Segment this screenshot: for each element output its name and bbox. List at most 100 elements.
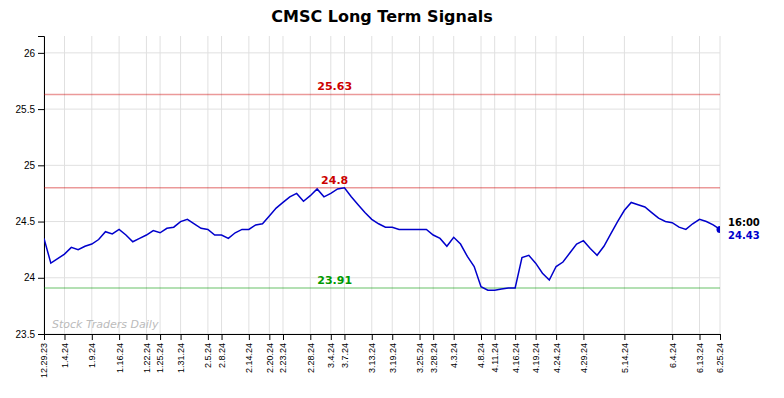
x-tick: 4.24.24 — [552, 334, 562, 373]
tick-label: 2.23.24 — [278, 343, 288, 373]
x-tick: 4.29.24 — [579, 334, 589, 373]
tick-label: 1.4.24 — [60, 343, 70, 368]
tick-label: 3.19.24 — [388, 343, 398, 373]
grid-line-x — [160, 36, 161, 334]
tick-label: 4.11.24 — [490, 343, 500, 372]
tick-label: 4.29.24 — [579, 343, 589, 373]
x-tick: 3.25.24 — [415, 334, 425, 373]
grid-line-y — [44, 165, 720, 166]
tick-mark — [181, 334, 182, 340]
tick-label: 2.5.24 — [203, 343, 213, 368]
tick-label: 12.29.23 — [39, 343, 49, 378]
x-tick: 3.19.24 — [388, 334, 398, 373]
grid-line-x — [699, 36, 700, 334]
x-tick: 4.11.24 — [490, 334, 500, 372]
grid-line-y — [44, 277, 720, 278]
tick-mark — [481, 334, 482, 340]
tick-label: 6.4.24 — [668, 343, 678, 368]
tick-mark — [92, 334, 93, 340]
grid-line-x — [535, 36, 536, 334]
tick-label: 4.19.24 — [531, 343, 541, 373]
y-tick: 24 — [24, 272, 44, 283]
tick-mark — [331, 334, 332, 340]
tick-label: 4.3.24 — [449, 343, 459, 368]
end-label: 16:00 — [728, 217, 760, 228]
x-tick: 4.8.24 — [476, 334, 486, 368]
reference-line — [44, 287, 720, 289]
x-tick: 2.23.24 — [278, 334, 288, 373]
grid-line-x — [119, 36, 120, 334]
tick-label: 5.14.24 — [620, 343, 630, 373]
x-tick: 1.16.24 — [114, 334, 124, 373]
grid-line-x — [453, 36, 454, 334]
tick-mark — [160, 334, 161, 340]
x-tick: 3.7.24 — [340, 334, 350, 368]
tick-mark — [556, 334, 557, 340]
tick-label: 3.7.24 — [340, 343, 350, 368]
grid-line-x — [180, 36, 181, 334]
tick-label: 2.28.24 — [306, 343, 316, 373]
x-tick: 2.8.24 — [217, 334, 227, 368]
x-tick: 3.13.24 — [367, 334, 377, 373]
grid-line-x — [392, 36, 393, 334]
y-axis: 23.52424.52525.526 — [16, 37, 45, 340]
tick-label: 6.13.24 — [695, 343, 705, 373]
x-tick: 5.14.24 — [620, 334, 630, 373]
y-tick: 25 — [24, 160, 44, 171]
grid-line-y — [44, 109, 720, 110]
x-tick: 6.4.24 — [668, 334, 678, 368]
axis-line — [45, 335, 721, 341]
tick-mark — [420, 334, 421, 340]
x-tick: 1.22.24 — [142, 334, 152, 373]
grid-line-x — [419, 36, 420, 334]
x-tick: 6.25.24 — [715, 334, 725, 373]
tick-mark — [720, 334, 721, 340]
tick-label: 3.25.24 — [415, 343, 425, 373]
tick-mark — [146, 334, 147, 340]
grid-line-x — [146, 36, 147, 334]
y-tick: 24.5 — [16, 216, 44, 227]
grid-line-x — [221, 36, 222, 334]
tick-mark — [119, 334, 120, 340]
marks — [44, 94, 720, 290]
x-tick: 1.25.24 — [155, 334, 165, 373]
tick-label: 26 — [24, 48, 36, 59]
reference-label: 25.63 — [317, 80, 352, 93]
tick-mark — [344, 334, 345, 340]
tick-mark — [38, 53, 44, 54]
x-axis: 12.29.23 1.4.24 1.9.24 1.16.24 1.22.241.25.2… — [39, 334, 725, 378]
tick-label: 1.16.24 — [114, 343, 124, 373]
tick-mark — [38, 334, 44, 335]
tick-label: 2.8.24 — [217, 343, 227, 368]
annotations: 25.6324.823.9116:0024.43Stock Traders Da… — [52, 80, 760, 331]
tick-label: 2.14.24 — [244, 343, 254, 373]
plot: 23.52424.52525.52612.29.231.4.241.9.241.… — [16, 36, 760, 378]
grid-line-x — [481, 36, 482, 334]
grid-line-x — [433, 36, 434, 334]
tick-mark — [454, 334, 455, 340]
x-tick: 6.13.24 — [695, 334, 705, 373]
tick-mark — [38, 109, 44, 110]
tick-mark — [624, 334, 625, 340]
x-tick: 2.5.24 — [203, 334, 213, 368]
grid-line-x — [91, 36, 92, 334]
tick-label: 1.31.24 — [176, 343, 186, 373]
x-tick: 4.19.24 — [531, 334, 541, 373]
tick-mark — [38, 222, 44, 223]
tick-label: 2.20.24 — [265, 343, 275, 373]
end-marker — [717, 226, 721, 233]
y-tick: 26 — [24, 48, 44, 59]
grid-line-x — [624, 36, 625, 334]
tick-label: 24 — [24, 272, 36, 283]
tick-mark — [269, 334, 270, 340]
title: CMSC Long Term Signals — [271, 7, 493, 26]
grid-line-x — [720, 36, 721, 334]
tick-label: 3.28.24 — [429, 343, 439, 373]
reference-label: 24.8 — [321, 174, 348, 187]
grid-line-x — [207, 36, 208, 334]
x-tick: 3.4.24 — [326, 334, 336, 368]
grid-line-x — [556, 36, 557, 334]
grid — [44, 36, 720, 334]
tick-label: 1.9.24 — [87, 343, 97, 368]
x-tick: 4.16.24 — [511, 334, 521, 373]
